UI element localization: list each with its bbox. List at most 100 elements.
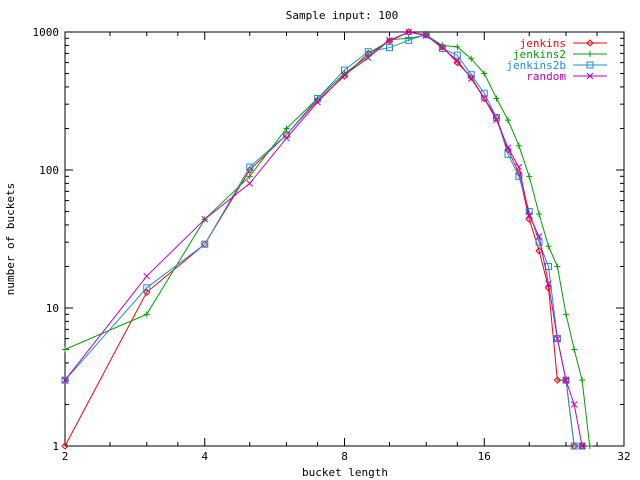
data-point-jenkins <box>61 442 69 450</box>
x-tick-label: 8 <box>341 450 348 463</box>
data-point-jenkins2 <box>504 117 511 124</box>
data-point-random <box>422 32 430 40</box>
data-point-jenkins2b <box>246 163 254 171</box>
y-axis-label: number of buckets <box>4 183 17 296</box>
data-point-random <box>562 376 570 384</box>
data-point-jenkins2 <box>562 311 569 318</box>
data-point-jenkins <box>313 96 322 104</box>
data-point-random <box>554 335 561 342</box>
data-point-jenkins2b <box>562 376 570 384</box>
data-point-random <box>493 116 500 124</box>
chart-title: Sample input: 100 <box>286 9 399 22</box>
series-layer <box>61 28 593 450</box>
data-point-jenkins2b <box>385 44 393 52</box>
series-line-jenkins2b <box>64 33 583 447</box>
data-point-jenkins2 <box>493 95 500 102</box>
series-jenkins2b <box>61 30 586 450</box>
data-point-jenkins <box>246 166 254 174</box>
series-line-jenkins2 <box>64 34 591 447</box>
y-tick-label: 1 <box>52 440 59 453</box>
series-line-random <box>64 31 583 447</box>
data-point-jenkins <box>544 284 553 292</box>
data-point-jenkins2b <box>535 238 543 246</box>
legend-marker <box>586 61 594 69</box>
data-point-jenkins2 <box>526 173 533 180</box>
series-random <box>61 28 586 450</box>
data-point-jenkins2 <box>579 377 586 384</box>
y-tick-label: 100 <box>39 164 59 177</box>
y-tick-label: 1000 <box>33 26 60 39</box>
data-point-jenkins2b <box>341 66 348 74</box>
data-point-jenkins2b <box>453 51 461 59</box>
data-point-jenkins2 <box>454 43 461 50</box>
data-point-random <box>439 44 446 52</box>
data-point-random <box>535 233 543 240</box>
data-point-random <box>467 75 475 82</box>
data-point-random <box>570 401 578 408</box>
data-point-jenkins2 <box>586 443 593 449</box>
series-line-jenkins <box>64 31 583 447</box>
data-point-jenkins2 <box>515 142 522 149</box>
data-point-random <box>341 71 348 79</box>
data-point-random <box>143 272 151 280</box>
legend-label: jenkins2b <box>506 59 566 72</box>
y-tick-label: 10 <box>46 302 59 315</box>
data-point-jenkins2b <box>438 44 446 52</box>
data-point-random <box>364 54 372 62</box>
legend-label: random <box>526 70 566 83</box>
legend-label: jenkins2 <box>513 48 566 61</box>
data-point-jenkins2b <box>364 48 372 56</box>
data-point-jenkins2b <box>61 376 69 384</box>
x-tick-label: 2 <box>62 450 69 463</box>
data-point-jenkins2 <box>545 243 552 250</box>
data-point-random <box>283 134 290 142</box>
data-point-jenkins2b <box>314 94 322 102</box>
data-point-jenkins2 <box>468 55 475 62</box>
data-point-jenkins2 <box>536 210 543 217</box>
data-point-random <box>405 28 413 36</box>
data-point-jenkins2 <box>143 311 150 318</box>
axis-ticks: 2 4 8 16 32 1 10 100 1000 <box>33 26 631 463</box>
legend-label: jenkins <box>520 37 566 50</box>
data-point-jenkins <box>553 376 562 384</box>
data-point-random <box>578 442 586 450</box>
data-point-jenkins <box>453 58 462 67</box>
legend-marker <box>586 72 594 80</box>
x-tick-label: 4 <box>201 450 208 463</box>
legend-marker <box>587 51 593 57</box>
data-point-random <box>314 98 321 106</box>
data-point-jenkins2b <box>201 240 209 248</box>
data-point-jenkins <box>535 247 543 255</box>
data-point-random <box>201 215 209 223</box>
data-point-jenkins2 <box>571 346 578 353</box>
data-point-jenkins2b <box>143 284 151 292</box>
data-point-random <box>515 163 523 171</box>
data-point-jenkins2b <box>515 172 523 180</box>
data-point-jenkins2 <box>246 173 253 180</box>
data-point-jenkins2b <box>504 150 512 158</box>
data-point-jenkins <box>404 28 413 36</box>
data-point-jenkins2 <box>481 70 488 77</box>
data-point-random <box>453 57 461 65</box>
data-point-jenkins2 <box>283 125 290 132</box>
x-tick-label: 16 <box>478 450 491 463</box>
data-point-random <box>386 36 393 44</box>
legend-marker <box>586 39 594 47</box>
data-point-random <box>480 95 488 102</box>
data-point-jenkins2b <box>570 442 578 450</box>
x-tick-label: 32 <box>617 450 630 463</box>
data-point-jenkins2 <box>62 346 68 353</box>
data-point-random <box>504 144 512 152</box>
data-point-jenkins2b <box>405 36 413 44</box>
data-point-random <box>545 280 552 288</box>
data-point-random <box>246 180 254 187</box>
x-axis-label: bucket length <box>302 466 388 479</box>
data-point-random <box>61 376 69 384</box>
data-point-jenkins2b <box>422 30 430 38</box>
data-point-jenkins2b <box>578 442 586 450</box>
data-point-jenkins2 <box>554 263 561 270</box>
series-jenkins2 <box>62 32 593 449</box>
